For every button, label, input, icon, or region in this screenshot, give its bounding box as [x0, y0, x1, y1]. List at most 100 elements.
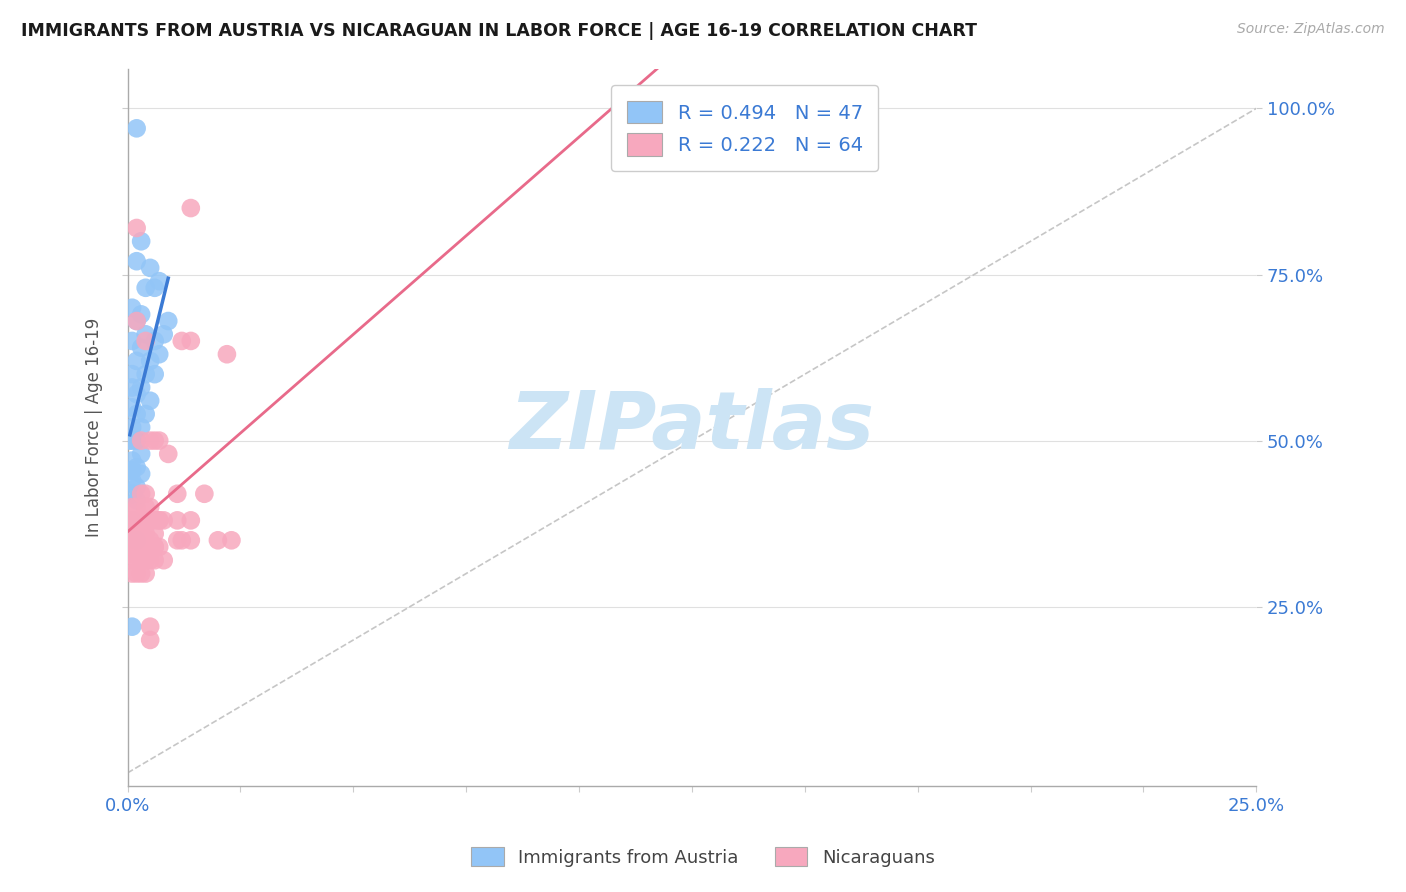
- Point: [157, 314, 180, 328]
- Point: [143, 540, 166, 554]
- Point: [121, 620, 143, 634]
- Point: [121, 487, 143, 501]
- Point: [157, 447, 180, 461]
- Point: [125, 121, 148, 136]
- Point: [129, 447, 152, 461]
- Point: [135, 487, 157, 501]
- Point: [148, 513, 170, 527]
- Point: [180, 533, 202, 548]
- Point: [135, 513, 157, 527]
- Point: [166, 533, 188, 548]
- Point: [139, 434, 162, 448]
- Point: [125, 480, 148, 494]
- Point: [125, 221, 148, 235]
- Point: [118, 547, 141, 561]
- Point: [139, 260, 162, 275]
- Point: [125, 314, 148, 328]
- Point: [125, 533, 148, 548]
- Point: [152, 513, 174, 527]
- Point: [139, 354, 162, 368]
- Point: [118, 520, 141, 534]
- Point: [135, 407, 157, 421]
- Point: [121, 500, 143, 514]
- Point: [121, 566, 143, 581]
- Point: [129, 513, 152, 527]
- Point: [121, 513, 143, 527]
- Text: Source: ZipAtlas.com: Source: ZipAtlas.com: [1237, 22, 1385, 37]
- Text: IMMIGRANTS FROM AUSTRIA VS NICARAGUAN IN LABOR FORCE | AGE 16-19 CORRELATION CHA: IMMIGRANTS FROM AUSTRIA VS NICARAGUAN IN…: [21, 22, 977, 40]
- Point: [139, 553, 162, 567]
- Point: [129, 341, 152, 355]
- Point: [129, 434, 152, 448]
- Point: [125, 526, 148, 541]
- Point: [135, 526, 157, 541]
- Point: [139, 533, 162, 548]
- Point: [221, 533, 243, 548]
- Point: [215, 347, 238, 361]
- Point: [129, 540, 152, 554]
- Point: [121, 401, 143, 415]
- Y-axis label: In Labor Force | Age 16-19: In Labor Force | Age 16-19: [86, 318, 103, 537]
- Point: [118, 434, 141, 448]
- Point: [121, 533, 143, 548]
- Point: [135, 513, 157, 527]
- Point: [135, 334, 157, 348]
- Point: [135, 281, 157, 295]
- Point: [121, 526, 143, 541]
- Point: [121, 463, 143, 477]
- Point: [148, 513, 170, 527]
- Point: [121, 420, 143, 434]
- Point: [121, 553, 143, 567]
- Point: [139, 632, 162, 647]
- Point: [121, 453, 143, 467]
- Point: [180, 334, 202, 348]
- Point: [118, 463, 141, 477]
- Point: [129, 380, 152, 394]
- Point: [135, 540, 157, 554]
- Point: [129, 307, 152, 321]
- Point: [135, 533, 157, 548]
- Point: [125, 407, 148, 421]
- Point: [135, 500, 157, 514]
- Point: [121, 474, 143, 488]
- Point: [170, 533, 193, 548]
- Point: [121, 540, 143, 554]
- Point: [125, 493, 148, 508]
- Point: [129, 513, 152, 527]
- Point: [143, 540, 166, 554]
- Point: [121, 434, 143, 448]
- Point: [143, 526, 166, 541]
- Point: [135, 566, 157, 581]
- Point: [118, 513, 141, 527]
- Point: [125, 520, 148, 534]
- Point: [121, 513, 143, 527]
- Point: [125, 354, 148, 368]
- Point: [148, 540, 170, 554]
- Legend: R = 0.494   N = 47, R = 0.222   N = 64: R = 0.494 N = 47, R = 0.222 N = 64: [612, 86, 879, 171]
- Point: [125, 566, 148, 581]
- Point: [129, 526, 152, 541]
- Point: [125, 540, 148, 554]
- Point: [139, 620, 162, 634]
- Point: [139, 513, 162, 527]
- Point: [129, 566, 152, 581]
- Point: [125, 553, 148, 567]
- Point: [125, 500, 148, 514]
- Point: [170, 334, 193, 348]
- Point: [125, 254, 148, 268]
- Point: [148, 434, 170, 448]
- Point: [125, 460, 148, 475]
- Point: [121, 367, 143, 381]
- Point: [121, 334, 143, 348]
- Point: [118, 526, 141, 541]
- Point: [139, 393, 162, 408]
- Point: [125, 314, 148, 328]
- Point: [125, 513, 148, 527]
- Point: [135, 327, 157, 342]
- Point: [143, 434, 166, 448]
- Point: [180, 513, 202, 527]
- Point: [180, 201, 202, 215]
- Point: [148, 274, 170, 288]
- Text: ZIPatlas: ZIPatlas: [509, 388, 875, 467]
- Point: [135, 367, 157, 381]
